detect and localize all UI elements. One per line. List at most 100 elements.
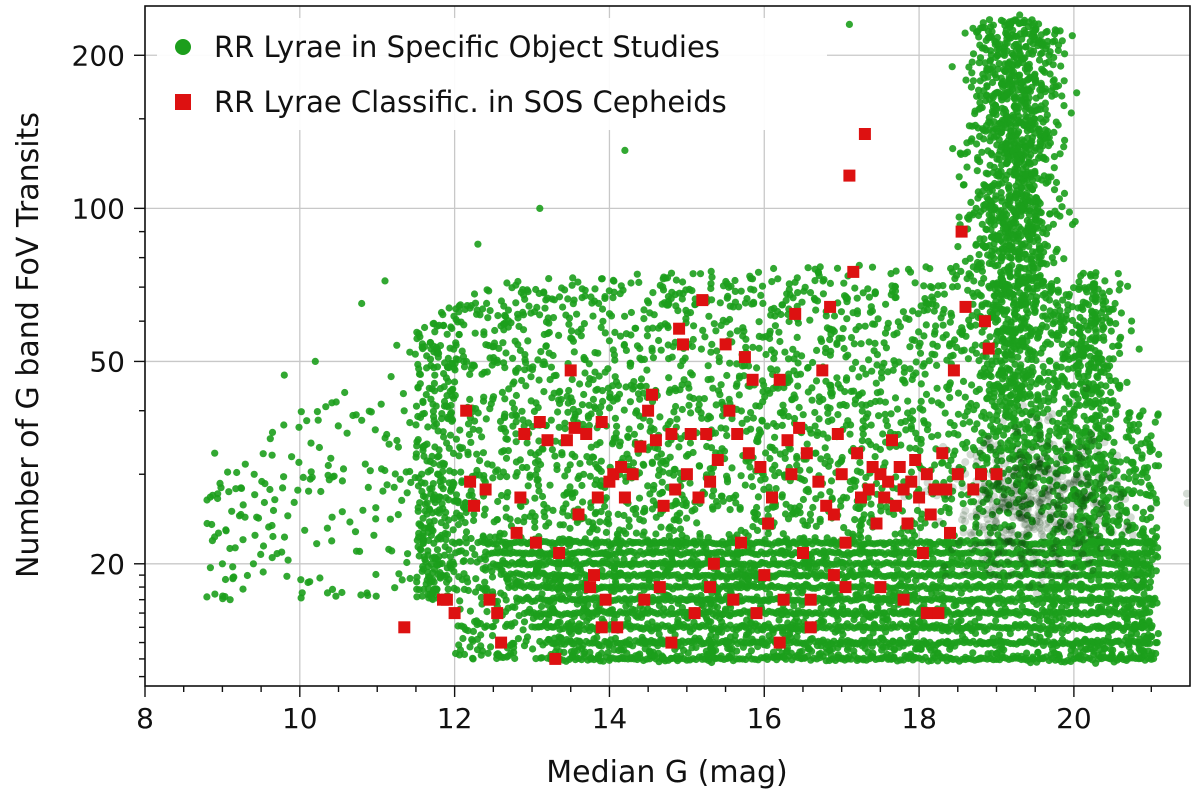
green-point <box>862 473 870 482</box>
green-point <box>1096 555 1104 563</box>
green-point <box>502 596 510 604</box>
green-point <box>826 488 834 496</box>
green-point <box>753 593 761 601</box>
green-point <box>624 575 632 583</box>
green-point <box>710 320 718 328</box>
green-point <box>843 374 851 382</box>
green-point <box>537 348 545 356</box>
green-point <box>996 586 1004 594</box>
green-point <box>601 502 609 511</box>
green-point <box>710 486 718 494</box>
green-point <box>573 600 581 608</box>
green-point <box>611 634 620 642</box>
green-point <box>926 563 935 571</box>
green-point <box>1139 407 1147 415</box>
green-point <box>637 624 646 632</box>
green-point <box>939 321 947 329</box>
green-point <box>694 572 702 581</box>
green-point <box>541 620 550 629</box>
green-point <box>1023 635 1031 643</box>
green-point <box>614 510 622 518</box>
green-point <box>518 556 527 564</box>
green-point <box>986 605 994 613</box>
green-point <box>537 602 546 611</box>
green-point <box>794 382 802 390</box>
green-point <box>812 377 821 385</box>
green-point <box>672 547 680 556</box>
green-point <box>1137 478 1145 486</box>
green-point <box>1087 576 1095 584</box>
green-point <box>526 605 534 614</box>
green-point <box>817 335 825 343</box>
green-point <box>643 366 651 374</box>
green-point <box>891 530 899 538</box>
green-point <box>762 350 770 359</box>
green-point <box>747 409 755 417</box>
green-point <box>630 556 638 564</box>
green-point <box>933 361 941 369</box>
green-point <box>489 474 497 482</box>
green-point <box>922 263 930 271</box>
green-point <box>658 478 666 486</box>
green-point <box>868 263 877 271</box>
green-point <box>523 593 532 602</box>
green-point <box>522 637 530 645</box>
green-point <box>518 376 526 385</box>
green-point <box>943 637 951 646</box>
green-point <box>891 593 899 601</box>
green-point <box>698 414 706 422</box>
green-point <box>916 618 924 626</box>
green-point <box>687 562 695 570</box>
green-point <box>837 497 845 505</box>
green-point <box>528 580 536 588</box>
green-point <box>851 284 859 292</box>
green-point <box>564 295 572 303</box>
green-point <box>540 388 548 396</box>
green-point <box>487 643 495 651</box>
green-point <box>879 430 887 438</box>
green-point <box>548 446 557 454</box>
green-point <box>443 439 451 447</box>
green-point <box>593 543 601 551</box>
green-point <box>563 392 571 400</box>
green-point <box>770 264 778 273</box>
green-point <box>864 549 872 557</box>
green-point <box>755 318 763 326</box>
green-point <box>693 598 701 607</box>
green-point <box>865 293 874 301</box>
green-point <box>1146 583 1154 592</box>
green-point <box>683 514 691 522</box>
green-point <box>672 276 681 284</box>
green-point <box>893 405 902 413</box>
green-point <box>753 526 762 535</box>
green-point <box>678 405 686 414</box>
green-point <box>1045 383 1053 391</box>
green-point <box>644 620 652 628</box>
green-point <box>1039 363 1047 371</box>
green-point <box>451 378 459 386</box>
green-point <box>948 565 956 573</box>
green-point <box>595 641 603 650</box>
green-point <box>984 650 992 658</box>
green-point <box>920 282 928 290</box>
green-point <box>717 573 725 581</box>
green-point <box>749 343 757 351</box>
green-point <box>815 397 824 406</box>
green-point <box>1130 487 1138 495</box>
green-point <box>458 347 466 355</box>
green-point <box>460 357 468 366</box>
green-point <box>755 344 763 352</box>
green-point <box>798 583 807 591</box>
green-point <box>575 472 583 480</box>
green-point <box>431 328 439 336</box>
green-point <box>839 630 847 639</box>
green-point <box>931 521 939 529</box>
green-point <box>1038 606 1046 614</box>
green-point <box>757 558 766 567</box>
green-point <box>609 294 617 302</box>
green-point <box>766 590 774 598</box>
green-point <box>833 374 841 382</box>
green-point <box>1119 547 1127 555</box>
green-point <box>1013 607 1021 615</box>
green-point <box>667 654 675 663</box>
